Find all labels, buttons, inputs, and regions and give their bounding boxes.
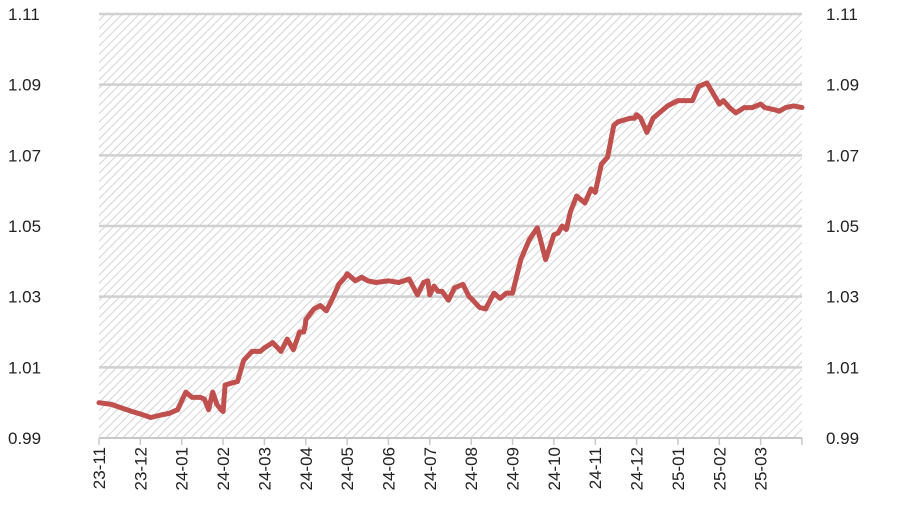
y-tick-label-left: 1.03 [8,288,41,307]
y-tick-label-right: 1.07 [826,146,859,165]
y-tick-label-right: 1.01 [826,358,859,377]
x-tick-label: 24-08 [462,447,481,490]
right-y-tick-labels: 1.11 1.09 1.07 1.05 1.03 1.01 0.99 [826,5,859,448]
x-tick-label: 25-02 [710,447,729,490]
x-tick-label: 24-06 [379,447,398,490]
y-tick-label-right: 1.11 [826,5,858,24]
x-tick-label: 23-12 [131,447,150,490]
x-axis [98,437,803,445]
y-tick-label-right: 1.05 [826,217,859,236]
y-tick-label-right: 0.99 [826,429,859,448]
y-tick-label-right: 1.03 [826,288,859,307]
x-tick-label: 24-01 [173,447,192,490]
x-tick-label: 24-07 [421,447,440,490]
x-tick-labels: 23-11 23-12 24-01 24-02 24-03 24-04 24-05 24-06… [90,447,771,490]
y-tick-label-left: 1.01 [8,358,41,377]
y-tick-label-left: 1.09 [8,76,41,95]
x-tick-label: 24-03 [255,447,274,490]
x-tick-label: 24-09 [504,447,523,490]
x-tick-label: 24-11 [586,447,605,489]
x-tick-label: 25-03 [752,447,771,490]
left-y-tick-labels: 1.11 1.09 1.07 1.05 1.03 1.01 0.99 [8,5,41,448]
x-tick-label: 24-04 [297,447,316,490]
x-tick-label: 24-02 [214,447,233,490]
x-tick-label: 24-05 [338,447,357,490]
series [96,80,805,420]
y-tick-label-right: 1.09 [826,76,859,95]
gridlines [99,12,802,369]
x-tick-label: 24-12 [628,447,647,490]
y-tick-label-left: 1.11 [8,5,40,24]
x-tick-label: 23-11 [90,447,109,489]
y-tick-label-left: 1.07 [8,146,41,165]
y-tick-label-left: 1.05 [8,217,41,236]
y-tick-label-left: 0.99 [8,429,41,448]
x-tick-label: 25-01 [669,447,688,490]
x-tick-label: 24-10 [545,447,564,490]
